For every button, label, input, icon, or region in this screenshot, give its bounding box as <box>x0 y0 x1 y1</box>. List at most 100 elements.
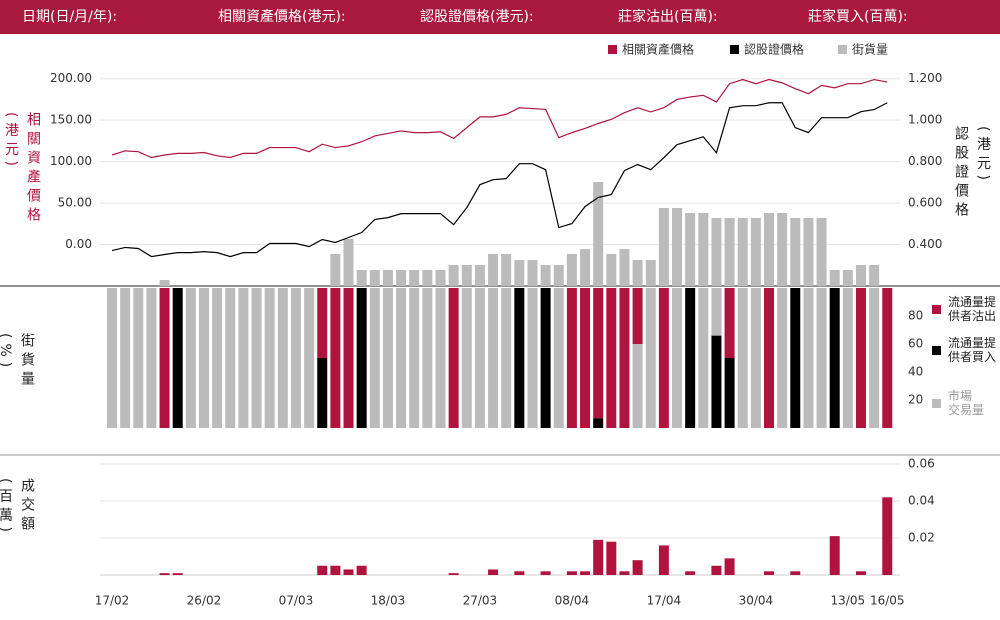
turnover-bar <box>356 565 367 575</box>
turnover-bar <box>514 571 525 575</box>
turnover-bar <box>882 497 893 575</box>
share-bar <box>632 344 643 428</box>
outstanding-bar <box>777 213 788 286</box>
share-bar <box>172 288 183 428</box>
outstanding-bar <box>737 218 748 286</box>
outstanding-bar <box>711 218 722 286</box>
outstanding-bar <box>803 218 814 286</box>
share-bar <box>829 288 840 428</box>
share-bar <box>369 288 380 428</box>
share-bar <box>159 288 170 428</box>
outstanding-bar <box>580 249 591 286</box>
legend-swatch <box>932 346 941 355</box>
x-tick-label: 07/03 <box>279 594 314 608</box>
header-label: 認股證價格(港元): <box>420 8 534 25</box>
share-bar <box>882 288 893 428</box>
outstanding-bar <box>474 265 485 286</box>
outstanding-bar <box>422 270 433 286</box>
turnover-bar <box>790 571 801 575</box>
share-bar <box>290 288 301 428</box>
share-bar <box>790 288 801 428</box>
header-label: 相關資產價格(港元): <box>218 8 346 25</box>
outstanding-bar <box>750 218 761 286</box>
outstanding-bar <box>764 213 774 286</box>
y-tick-label: 200.00 <box>50 71 92 85</box>
share-bar <box>251 288 262 428</box>
turnover-bar <box>580 571 591 575</box>
share-bar <box>225 288 236 428</box>
share-bar <box>724 288 735 358</box>
share-bar <box>317 288 328 358</box>
outstanding-bar <box>343 239 354 286</box>
turnover-bar <box>172 573 183 575</box>
outstanding-bar <box>829 270 840 286</box>
turnover-bar <box>593 539 604 575</box>
turnover-bar <box>619 571 630 575</box>
share-bar <box>803 288 814 428</box>
share-bar <box>409 288 420 428</box>
outstanding-bar <box>435 270 446 286</box>
outstanding-bar <box>698 213 709 286</box>
x-tick-label: 13/05 <box>831 594 866 608</box>
outstanding-bar <box>488 254 499 286</box>
share-bar <box>435 288 446 428</box>
legend-label: 相關資產價格 <box>622 42 694 57</box>
legend-swatch <box>730 45 739 54</box>
y-tick-label: 50.00 <box>58 196 92 210</box>
outstanding-bar <box>382 270 393 286</box>
outstanding-bar <box>461 265 472 286</box>
turnover-bar <box>566 571 577 575</box>
share-bar <box>448 288 459 428</box>
share-bar <box>304 288 315 428</box>
y-tick-label: 1.200 <box>908 71 942 85</box>
legend-swatch <box>608 45 617 54</box>
share-bar <box>501 288 512 428</box>
outstanding-bar <box>593 182 604 286</box>
y-tick-label: 0.600 <box>908 196 942 210</box>
outstanding-bar <box>501 254 512 286</box>
share-bar <box>869 288 880 428</box>
share-bar <box>777 288 788 428</box>
share-bar <box>264 288 275 428</box>
outstanding-bar <box>658 208 669 286</box>
legend-label: 街貨量 <box>852 42 888 57</box>
x-tick-label: 16/05 <box>870 594 905 608</box>
share-bar <box>120 288 131 428</box>
turnover-bar <box>711 565 722 575</box>
share-bar <box>645 288 656 428</box>
share-bar <box>580 288 591 428</box>
legend-label: 流通量提 供者買入 <box>948 336 997 364</box>
x-tick-label: 30/04 <box>739 594 774 608</box>
share-bar <box>146 288 157 428</box>
share-bar <box>553 288 564 428</box>
outstanding-bar <box>869 265 880 286</box>
share-bar <box>212 288 223 428</box>
turnover-bar <box>658 545 669 575</box>
share-bar <box>816 288 827 428</box>
legend-swatch <box>932 399 941 408</box>
outstanding-bar <box>396 270 407 286</box>
y-tick-label: 100.00 <box>50 154 92 168</box>
share-bar <box>330 288 341 428</box>
share-bar <box>672 288 683 428</box>
turnover-bar <box>685 571 696 575</box>
turnover-bar <box>606 541 617 575</box>
legend-swatch <box>838 45 847 54</box>
price-line <box>111 102 888 258</box>
share-bar <box>238 288 249 428</box>
share-bar <box>343 288 354 428</box>
share-bar <box>593 288 604 419</box>
share-bar <box>317 358 328 428</box>
y-axis-title: 相關資產價格(港元) <box>3 112 41 226</box>
turnover-bar <box>540 571 551 575</box>
y-tick-label: 0.06 <box>908 457 935 471</box>
outstanding-bar <box>724 218 735 286</box>
share-bar <box>737 288 748 428</box>
share-bar <box>107 288 117 428</box>
x-tick-label: 18/03 <box>371 594 406 608</box>
share-bar <box>488 288 499 428</box>
share-bar <box>185 288 196 428</box>
outstanding-bar <box>330 254 341 286</box>
y-tick-label: 150.00 <box>50 113 92 127</box>
